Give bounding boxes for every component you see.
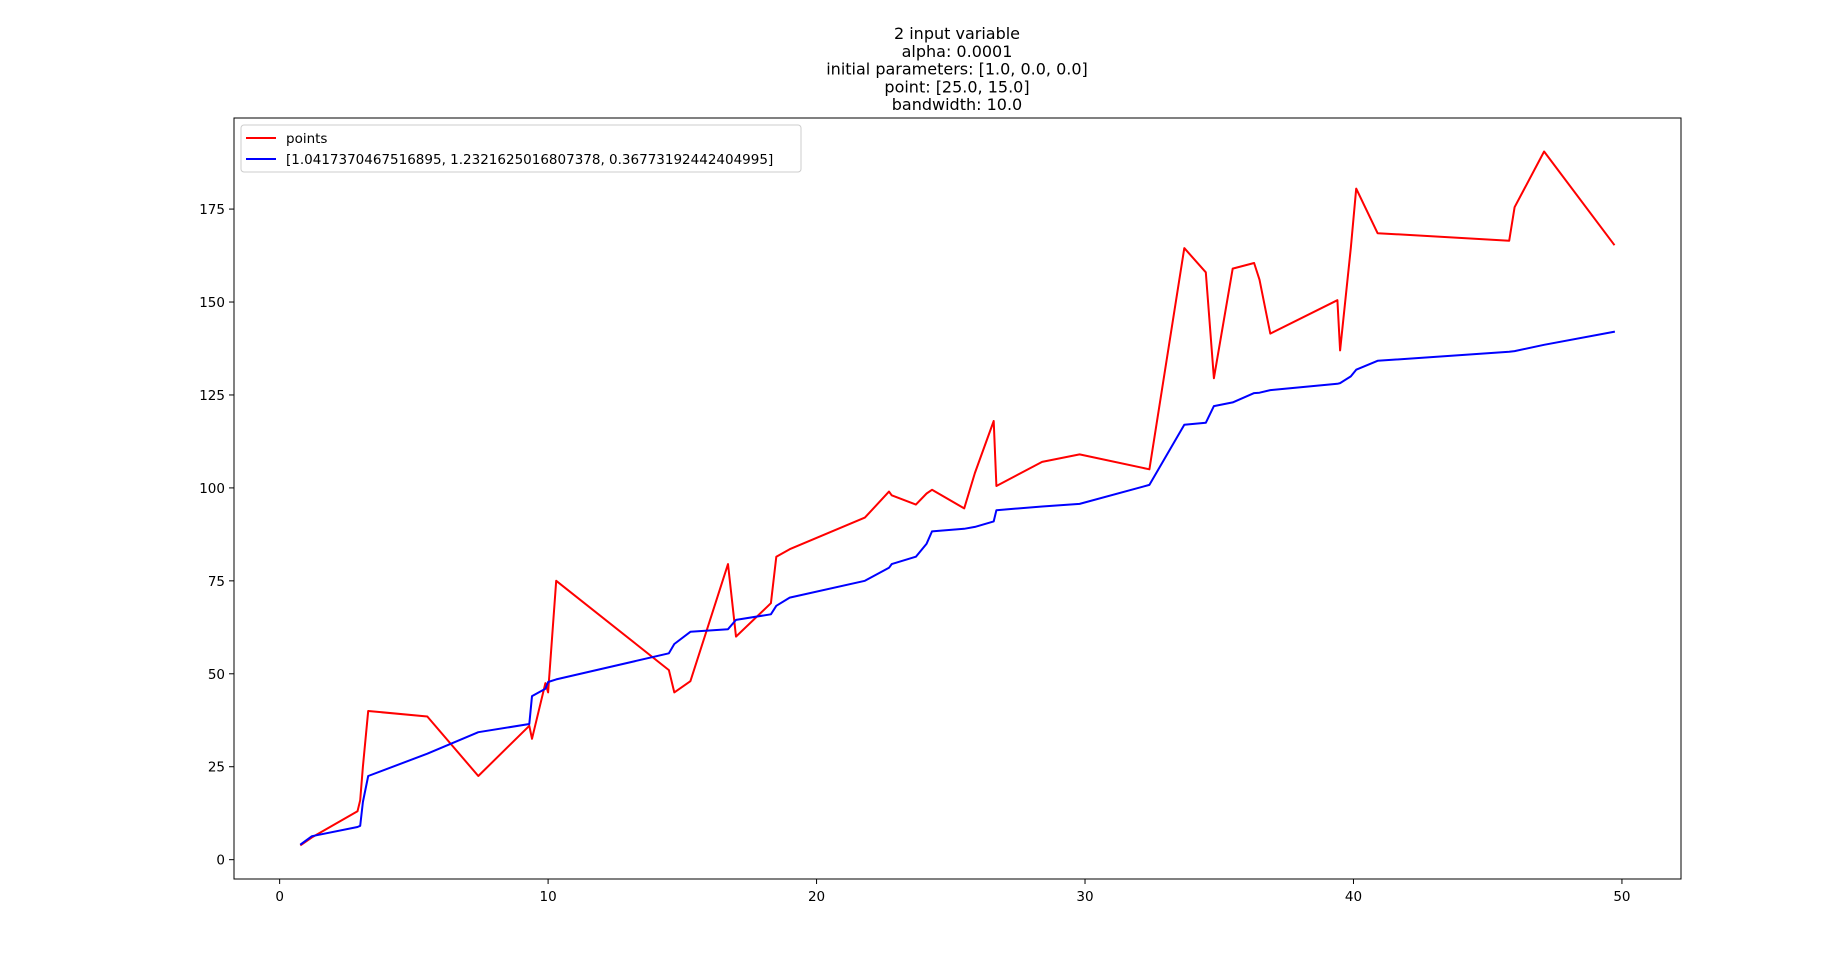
y-tick-label-0: 0 — [216, 853, 225, 869]
y-tick-label-4: 100 — [199, 481, 225, 497]
y-tick-label-6: 150 — [199, 295, 225, 311]
x-tick-label-3: 30 — [1076, 889, 1093, 905]
x-tick-label-2: 20 — [808, 889, 825, 905]
title-line-2: initial parameters: [1.0, 0.0, 0.0] — [826, 60, 1088, 79]
y-tick-label-1: 25 — [208, 760, 225, 776]
x-tick-label-4: 40 — [1345, 889, 1362, 905]
x-tick-label-1: 10 — [540, 889, 557, 905]
y-tick-label-2: 50 — [208, 667, 225, 683]
x-tick-label-0: 0 — [275, 889, 284, 905]
x-axis: 0 10 20 30 40 50 — [275, 879, 1631, 905]
x-tick-label-5: 50 — [1613, 889, 1630, 905]
series-line-0 — [299, 150, 1616, 847]
series-group — [299, 150, 1616, 847]
plot-frame — [233, 117, 1682, 880]
title-line-3: point: [25.0, 15.0] — [884, 77, 1029, 96]
series-line-1 — [299, 330, 1616, 846]
title-line-1: alpha: 0.0001 — [902, 42, 1013, 61]
legend: points [1.0417370467516895, 1.23216250168… — [240, 124, 802, 173]
y-tick-label-3: 75 — [208, 574, 225, 590]
legend-box — [240, 124, 802, 173]
title-line-4: bandwidth: 10.0 — [892, 95, 1022, 114]
y-tick-label-5: 125 — [199, 388, 225, 404]
y-axis: 0 25 50 75 100 125 150 175 — [199, 202, 234, 869]
legend-label-1: [1.0417370467516895, 1.2321625016807378,… — [286, 152, 773, 168]
title-line-0: 2 input variable — [894, 24, 1020, 43]
y-tick-label-7: 175 — [199, 202, 225, 218]
legend-label-0: points — [286, 131, 327, 147]
